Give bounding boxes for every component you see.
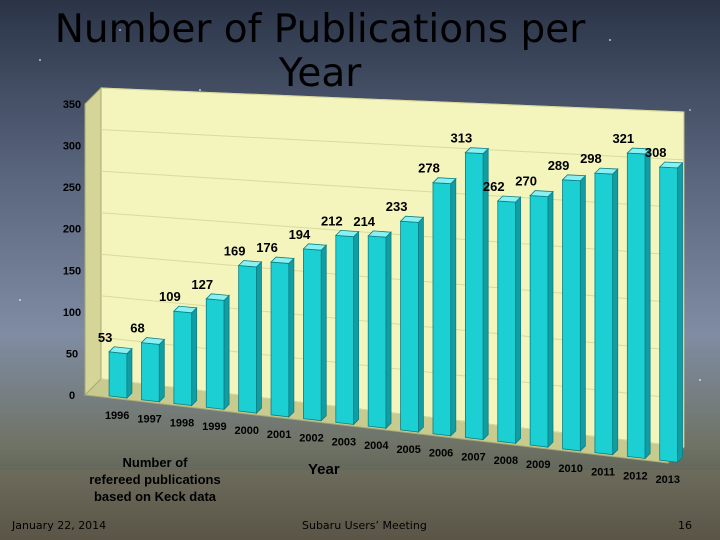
y-tick-label-0: 0 <box>69 390 75 402</box>
footer-date: January 22, 2014 <box>12 519 107 532</box>
bar-2012 <box>626 147 652 460</box>
y-tick-label-50: 50 <box>66 348 78 360</box>
bar-value-label-2002: 194 <box>289 227 311 242</box>
bar-value-label-1996: 53 <box>98 330 112 345</box>
footer-page-number: 16 <box>678 519 692 532</box>
x-tick-label-1996: 1996 <box>105 410 129 422</box>
bar-value-label-2012: 321 <box>612 131 634 146</box>
x-tick-label-2013: 2013 <box>656 474 680 486</box>
y-tick-label-150: 150 <box>63 265 81 277</box>
bar-1997 <box>140 337 166 403</box>
bar-value-label-2008: 262 <box>483 179 505 194</box>
x-tick-label-2002: 2002 <box>299 433 323 445</box>
x-tick-label-2006: 2006 <box>429 448 453 460</box>
x-tick-label-1998: 1998 <box>170 417 194 429</box>
bar-2013 <box>658 161 684 464</box>
x-tick-label-2007: 2007 <box>461 451 485 463</box>
bar-2002 <box>302 243 328 422</box>
chart-note-line-1: Number of <box>123 455 189 470</box>
bar-2007 <box>464 147 490 441</box>
x-tick-label-2005: 2005 <box>396 444 420 456</box>
bar-2011 <box>594 167 619 456</box>
bar-1998 <box>172 305 198 407</box>
bar-2001 <box>270 256 295 418</box>
gridline-350 <box>100 87 685 113</box>
bar-1996 <box>108 346 133 399</box>
gridline-300 <box>100 129 685 161</box>
bar-2008 <box>496 195 522 445</box>
bar-2006 <box>432 177 457 437</box>
bar-value-label-2000: 169 <box>224 244 246 259</box>
bar-value-label-2004: 214 <box>353 214 375 229</box>
plot-side-wall <box>84 86 102 397</box>
bar-value-label-2003: 212 <box>321 213 343 228</box>
gridline-100 <box>100 295 685 352</box>
bar-value-label-1999: 127 <box>191 277 213 292</box>
bar-2009 <box>529 190 554 449</box>
bar-value-label-2007: 313 <box>451 131 473 146</box>
y-axis-ticks: 0 50 100 150 200 250 300 350 <box>63 99 81 402</box>
bar-2004 <box>367 230 392 430</box>
bar-value-label-2005: 233 <box>386 199 408 214</box>
bar-value-label-2011: 298 <box>580 151 602 166</box>
x-tick-label-2004: 2004 <box>364 440 389 452</box>
bar-value-label-2010: 289 <box>548 158 570 173</box>
gridline-250 <box>100 170 685 209</box>
y-tick-label-200: 200 <box>63 224 81 236</box>
gridline-150 <box>100 253 685 304</box>
slide-title: Number of Publications per Year <box>40 8 600 96</box>
y-tick-label-300: 300 <box>63 141 81 153</box>
bars <box>108 147 684 464</box>
y-tick-label-250: 250 <box>63 182 81 194</box>
footer-meeting-name: Subaru Users’ Meeting <box>302 519 427 532</box>
bar-value-label-2009: 270 <box>515 174 537 189</box>
chart-note-line-3: based on Keck data <box>94 489 217 504</box>
x-tick-label-2012: 2012 <box>623 470 647 482</box>
gridlines <box>100 87 685 448</box>
bar-2005 <box>399 215 425 433</box>
bar-2010 <box>561 174 587 452</box>
x-tick-label-2000: 2000 <box>235 425 259 437</box>
chart-note-line-2: refereed publications <box>89 472 220 487</box>
x-axis-title: Year <box>308 461 340 478</box>
gridline-0 <box>100 378 685 448</box>
mountain-ground-background <box>0 470 720 540</box>
bar-1999 <box>205 293 230 411</box>
x-tick-label-2008: 2008 <box>494 455 518 467</box>
slide-title-line-2: Year <box>278 51 362 96</box>
bar-value-label-1998: 109 <box>159 289 181 304</box>
x-tick-label-2009: 2009 <box>526 459 550 471</box>
gridline-50 <box>100 336 685 400</box>
y-tick-label-350: 350 <box>63 99 81 111</box>
y-tick-label-100: 100 <box>63 307 81 319</box>
x-tick-label-1997: 1997 <box>137 414 161 426</box>
x-tick-label-1999: 1999 <box>202 421 226 433</box>
slide-title-line-1: Number of Publications per <box>54 7 586 52</box>
gridline-200 <box>100 212 685 257</box>
bar-value-label-2006: 278 <box>418 161 440 176</box>
x-tick-label-2011: 2011 <box>591 467 615 479</box>
bar-value-labels: 53 68 109 127 169 176 194 212 214 233 278 313 262 270… <box>98 131 667 345</box>
bar-2000 <box>237 260 263 415</box>
x-tick-label-2003: 2003 <box>332 436 356 448</box>
x-tick-label-2010: 2010 <box>558 463 582 475</box>
bar-value-label-2001: 176 <box>256 240 278 255</box>
x-axis-year-labels: 1996 1997 1998 1999 2000 2001 2002 2003 2004 2005… <box>105 410 680 486</box>
bar-value-label-1997: 68 <box>130 321 144 336</box>
bar-2003 <box>334 229 360 426</box>
bar-value-label-2013: 308 <box>645 145 667 160</box>
x-tick-label-2001: 2001 <box>267 429 291 441</box>
